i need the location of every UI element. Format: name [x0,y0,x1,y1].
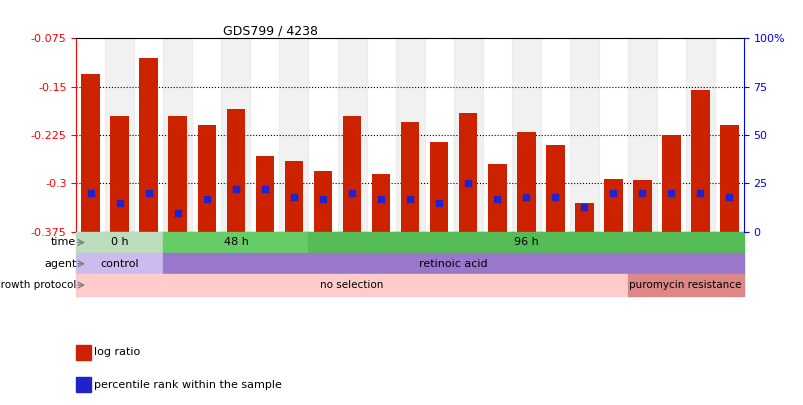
Text: retinoic acid: retinoic acid [418,259,487,269]
Bar [76,232,163,253]
Bar [487,164,506,232]
Bar [313,171,332,232]
Bar [76,274,627,296]
Bar [400,122,419,232]
Text: time: time [51,237,76,247]
Point [142,190,155,196]
Bar [395,38,424,232]
Text: 48 h: 48 h [223,237,248,247]
Point [606,190,619,196]
Bar [308,232,743,253]
Point [490,196,503,202]
Bar [661,135,680,232]
Bar [284,161,303,232]
Point [548,194,560,200]
Bar [690,90,709,232]
Bar [76,253,163,274]
Point [664,190,677,196]
Text: agent: agent [44,259,76,269]
Bar [226,109,245,232]
Bar [163,232,308,253]
Bar [632,180,650,232]
Text: log ratio: log ratio [94,347,141,357]
Bar [545,145,564,232]
Bar [163,38,192,232]
Bar [371,174,390,232]
Bar [458,113,477,232]
Bar [221,38,251,232]
Text: control: control [100,259,139,269]
Bar [603,179,622,232]
Point [635,190,648,196]
Bar [169,116,187,232]
Point [403,196,416,202]
Bar [511,38,540,232]
Point [693,190,706,196]
Bar [163,253,743,274]
Point [171,209,184,216]
Bar [627,274,743,296]
Bar [719,126,738,232]
Point [316,196,329,202]
Text: 96 h: 96 h [513,237,538,247]
Bar [81,74,100,232]
Point [519,194,532,200]
Point [84,190,97,196]
Text: puromycin resistance: puromycin resistance [629,280,741,290]
Point [722,194,735,200]
Bar [105,38,134,232]
Point [461,180,474,187]
Point [229,186,242,192]
Text: percentile rank within the sample: percentile rank within the sample [94,380,282,390]
Bar [255,156,274,232]
Bar [627,38,656,232]
Bar [337,38,366,232]
Bar [139,58,158,232]
Point [432,200,445,206]
Text: no selection: no selection [320,280,383,290]
Point [259,186,271,192]
Bar [453,38,482,232]
Point [113,200,126,206]
Text: 0 h: 0 h [111,237,128,247]
Point [287,194,300,200]
Bar [110,116,129,232]
Bar [429,142,448,232]
Bar [569,38,598,232]
Bar [342,116,361,232]
Bar [574,203,593,232]
Point [577,203,590,210]
Text: growth protocol: growth protocol [0,280,76,290]
Point [200,196,213,202]
Bar [516,132,535,232]
Bar [685,38,714,232]
Text: GDS799 / 4238: GDS799 / 4238 [223,24,318,37]
Bar [279,38,308,232]
Point [374,196,387,202]
Bar [198,126,216,232]
Point [345,190,358,196]
